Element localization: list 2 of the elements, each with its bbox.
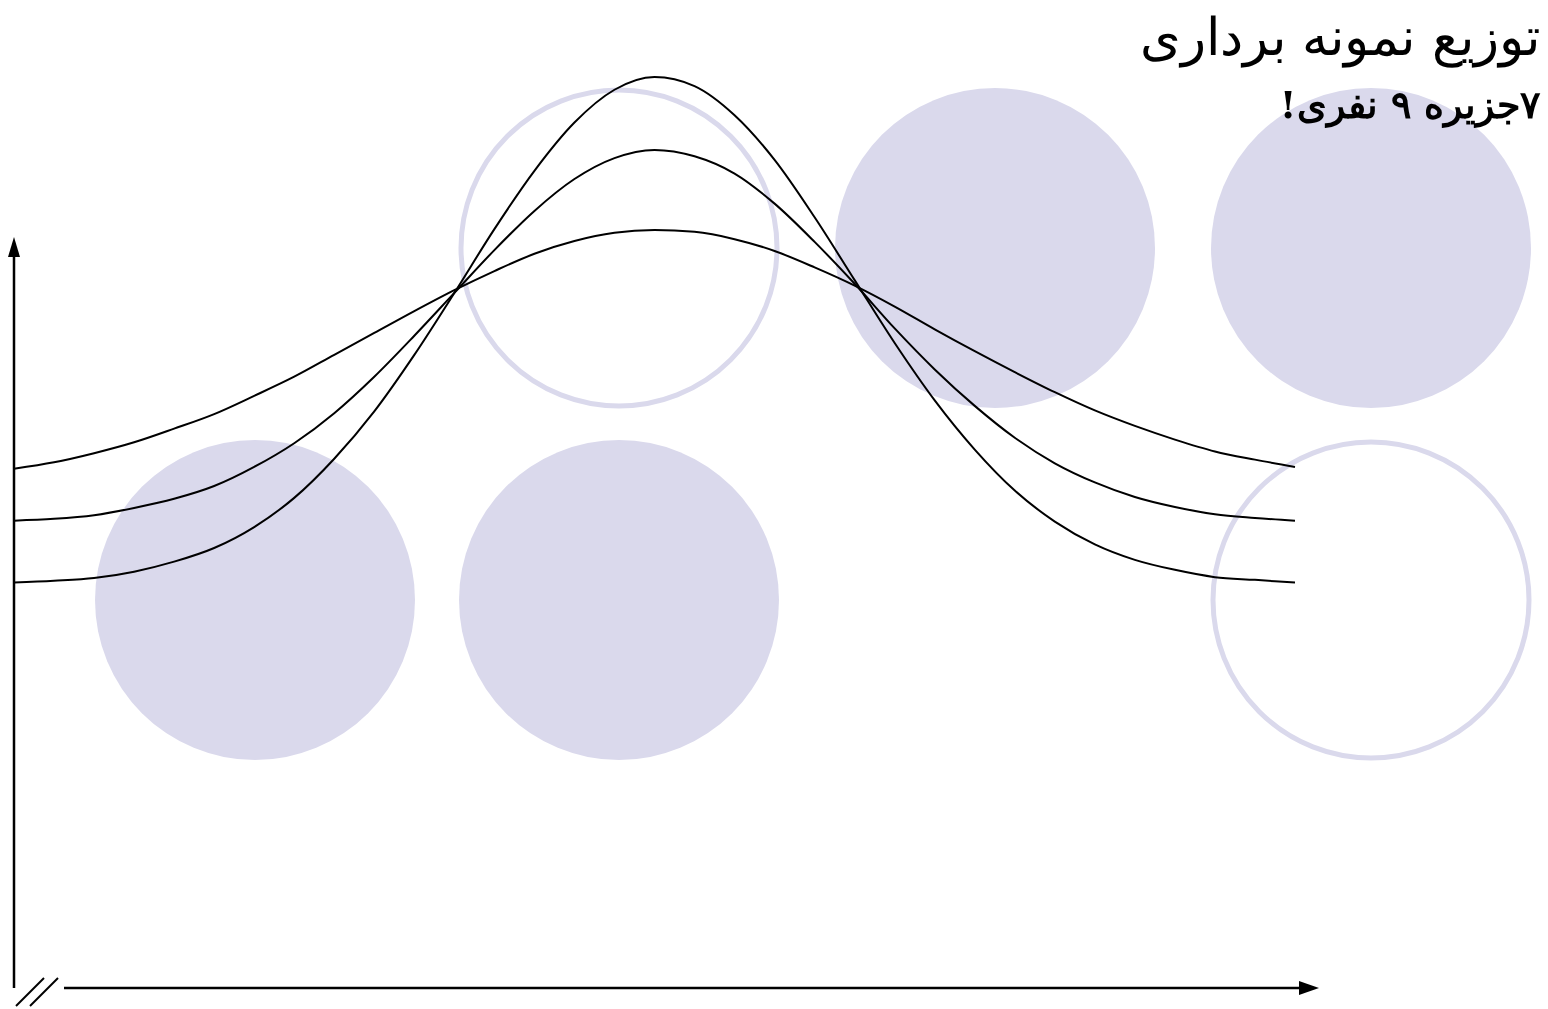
text: ۷جزیره ۹ نفری! <box>1279 82 1541 128</box>
chart-title: توزیع نمونه برداری <box>1139 7 1540 68</box>
